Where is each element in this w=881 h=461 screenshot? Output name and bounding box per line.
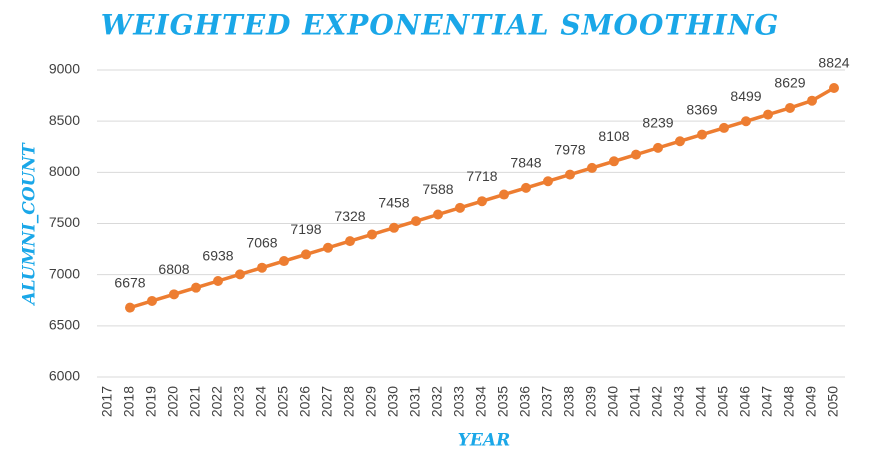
x-tick-label: 2035 <box>495 386 511 417</box>
data-point <box>213 276 223 287</box>
data-point <box>631 149 641 160</box>
data-point <box>587 162 597 173</box>
x-tick-label: 2044 <box>693 386 709 417</box>
x-tick-label: 2022 <box>209 386 225 417</box>
data-point <box>675 136 685 147</box>
data-label: 6938 <box>202 248 233 264</box>
data-label: 7588 <box>422 181 453 197</box>
y-tick-label: 7500 <box>49 214 80 230</box>
x-tick-label: 2039 <box>583 386 599 417</box>
data-point <box>389 222 399 233</box>
data-point <box>257 262 267 273</box>
x-tick-label: 2046 <box>737 386 753 417</box>
data-point <box>719 122 729 133</box>
data-point <box>323 242 333 253</box>
data-label: 7978 <box>554 141 585 157</box>
x-tick-label: 2026 <box>297 386 313 417</box>
data-label: 7068 <box>246 234 277 250</box>
x-tick-label: 2037 <box>539 386 555 417</box>
data-label: 8108 <box>598 128 629 144</box>
y-tick-label: 9000 <box>49 61 80 77</box>
x-axis-title: YEAR <box>458 431 510 451</box>
data-point <box>653 142 663 153</box>
data-label: 6678 <box>114 274 145 290</box>
data-point <box>147 295 157 306</box>
x-tick-label: 2040 <box>605 386 621 417</box>
x-tick-label: 2042 <box>649 386 665 417</box>
data-point <box>433 209 443 220</box>
data-point <box>125 302 135 313</box>
x-tick-label: 2048 <box>781 386 797 417</box>
x-tick-label: 2017 <box>99 386 115 417</box>
chart-title: WEIGHTED EXPONENTIAL SMOOTHING <box>101 9 779 42</box>
data-point <box>301 249 311 260</box>
data-point <box>543 176 553 187</box>
data-label: 7328 <box>334 208 365 224</box>
x-tick-label: 2036 <box>517 386 533 417</box>
data-point <box>477 196 487 207</box>
x-tick-label: 2024 <box>253 386 269 417</box>
data-label: 8369 <box>686 101 717 117</box>
data-point <box>411 216 421 227</box>
x-tick-label: 2050 <box>825 386 841 417</box>
data-point <box>455 202 465 213</box>
x-tick-label: 2027 <box>319 386 335 417</box>
data-point <box>499 189 509 200</box>
x-tick-label: 2030 <box>385 386 401 417</box>
data-label: 6808 <box>158 261 189 277</box>
data-label: 7848 <box>510 155 541 171</box>
y-tick-label: 8500 <box>49 112 80 128</box>
x-tick-label: 2034 <box>473 386 489 417</box>
x-tick-label: 2028 <box>341 386 357 417</box>
data-point <box>785 102 795 113</box>
data-point <box>345 236 355 247</box>
y-tick-label: 6500 <box>49 317 80 333</box>
data-label: 7458 <box>378 195 409 211</box>
x-tick-label: 2043 <box>671 386 687 417</box>
data-point <box>807 95 817 106</box>
data-point <box>169 289 179 300</box>
y-tick-label: 7000 <box>49 265 80 281</box>
data-point <box>697 129 707 140</box>
data-label: 8824 <box>818 55 849 71</box>
x-tick-label: 2049 <box>803 386 819 417</box>
data-point <box>367 229 377 240</box>
x-tick-label: 2021 <box>187 386 203 417</box>
x-tick-label: 2033 <box>451 386 467 417</box>
x-tick-label: 2045 <box>715 386 731 417</box>
x-tick-label: 2041 <box>627 386 643 417</box>
data-point <box>763 109 773 120</box>
x-tick-label: 2029 <box>363 386 379 417</box>
data-label: 8629 <box>774 75 805 91</box>
x-tick-label: 2031 <box>407 386 423 417</box>
x-tick-label: 2047 <box>759 386 775 417</box>
data-point <box>521 182 531 193</box>
x-tick-label: 2018 <box>121 386 137 417</box>
data-point <box>565 169 575 180</box>
data-label: 8499 <box>730 88 761 104</box>
x-tick-label: 2025 <box>275 386 291 417</box>
data-point <box>741 116 751 127</box>
data-point <box>191 282 201 293</box>
x-tick-label: 2023 <box>231 386 247 417</box>
x-tick-label: 2019 <box>143 386 159 417</box>
data-label: 7198 <box>290 221 321 237</box>
data-point <box>609 156 619 167</box>
data-point <box>279 256 289 267</box>
x-tick-label: 2020 <box>165 386 181 417</box>
y-tick-label: 8000 <box>49 163 80 179</box>
data-label: 7718 <box>466 168 497 184</box>
y-tick-label: 6000 <box>49 368 80 384</box>
data-label: 8239 <box>642 115 673 131</box>
y-axis-title: ALUMNI_COUNT <box>20 142 40 307</box>
x-tick-label: 2032 <box>429 386 445 417</box>
data-point <box>235 269 245 280</box>
data-point <box>829 83 839 94</box>
x-tick-label: 2038 <box>561 386 577 417</box>
